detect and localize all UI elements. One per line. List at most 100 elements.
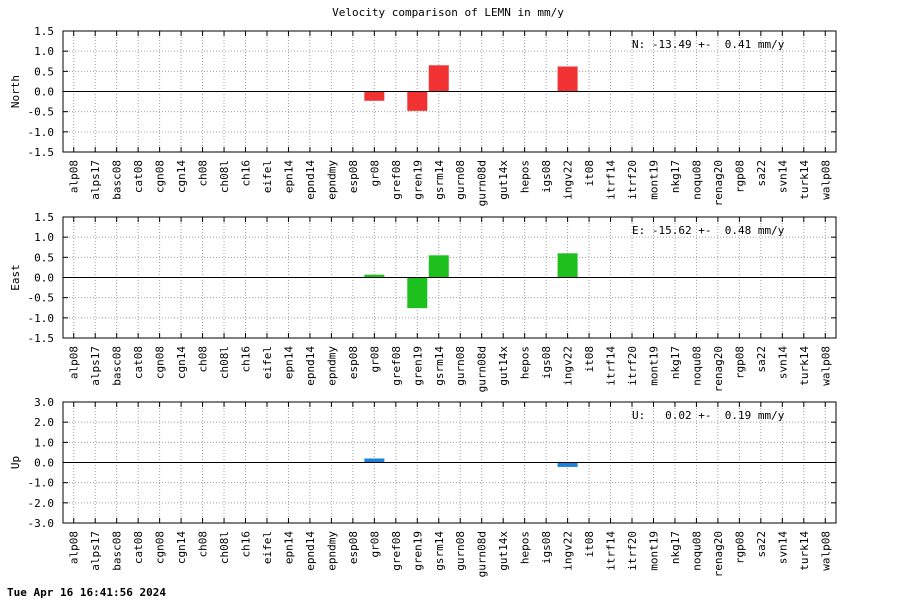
east-category-label: cgn14 — [175, 346, 188, 379]
north-category-label: esp08 — [347, 160, 360, 193]
east-category-label: nkg17 — [669, 346, 682, 379]
east-category-label: basc08 — [111, 346, 124, 386]
north-y-tick-label: 0.0 — [34, 86, 54, 99]
north-category-label: noqu08 — [690, 160, 703, 200]
north-bar-gren19 — [407, 91, 428, 111]
east-category-label: ch16 — [240, 346, 253, 373]
east-plot-frame — [62, 216, 837, 339]
east-category-label: turk14 — [798, 346, 811, 386]
north-category-label: ch08 — [197, 160, 210, 187]
north-category-label: cgn08 — [154, 160, 167, 193]
east-category-label: epndmy — [325, 346, 338, 386]
east-category-label: gurn08d — [476, 346, 489, 392]
north-category-label: igs08 — [540, 160, 553, 193]
east-category-label: ch08 — [197, 346, 210, 373]
east-category-label: alp08 — [68, 346, 81, 379]
east-category-label: it08 — [583, 346, 596, 373]
north-category-label: it08 — [583, 160, 596, 187]
east-y-tick-label: -1.0 — [28, 312, 55, 325]
north-stats-annotation: N: -13.49 +- 0.41 mm/y — [632, 38, 785, 51]
up-y-tick-label: 2.0 — [34, 416, 54, 429]
up-category-label: nkg17 — [669, 531, 682, 564]
up-category-label: noqu08 — [690, 531, 703, 571]
north-y-tick-label: 1.5 — [34, 25, 54, 38]
north-bar-ingv22 — [557, 66, 578, 92]
up-category-label: ingv22 — [562, 531, 575, 571]
east-category-label: ch08l — [218, 346, 231, 379]
north-category-label: gren19 — [411, 160, 424, 200]
up-plot-frame — [62, 401, 837, 524]
north-panel: 1.5 1.0 0.5 0.0 -0.5 -1.0 -1.5 North N: -13.49 +… — [9, 25, 837, 206]
east-category-label: itrf20 — [626, 346, 639, 386]
up-category-label: itrf14 — [605, 531, 618, 571]
up-category-label: gurn08 — [454, 531, 467, 571]
timestamp-footer: Tue Apr 16 16:41:56 2024 — [7, 586, 166, 599]
north-bar-gsrm14 — [428, 65, 449, 92]
east-category-label: gsrm14 — [433, 346, 446, 386]
north-bar-gr08 — [364, 91, 385, 101]
up-category-label: epnd14 — [304, 531, 317, 571]
up-category-label: hepos — [519, 531, 532, 564]
up-category-label: igs08 — [540, 531, 553, 564]
east-category-label: gut14x — [497, 346, 510, 386]
up-category-label: ch08 — [197, 531, 210, 558]
north-category-label: hepos — [519, 160, 532, 193]
up-y-tick-label: 1.0 — [34, 436, 54, 449]
north-category-label: gurn08 — [454, 160, 467, 200]
east-y-tick-label: 1.0 — [34, 231, 54, 244]
north-y-tick-label: -1.0 — [28, 126, 55, 139]
east-category-label: hepos — [519, 346, 532, 379]
up-bar-ingv22 — [557, 462, 578, 467]
east-category-label: noqu08 — [690, 346, 703, 386]
up-category-label: alp08 — [68, 531, 81, 564]
up-y-tick-label: 0.0 — [34, 457, 54, 470]
north-category-label: rgp08 — [733, 160, 746, 193]
up-category-label: gref08 — [390, 531, 403, 571]
east-category-label: eifel — [261, 346, 274, 379]
up-category-label: gurn08d — [476, 531, 489, 577]
north-y-tick-label: 1.0 — [34, 45, 54, 58]
east-y-tick-label: 1.5 — [34, 211, 54, 224]
north-category-label: cat08 — [132, 160, 145, 193]
east-category-label: itrf14 — [605, 346, 618, 386]
up-category-label: mont19 — [647, 531, 660, 571]
north-category-label: basc08 — [111, 160, 124, 200]
up-category-label: gut14x — [497, 531, 510, 571]
north-category-label: alps17 — [89, 160, 102, 200]
north-plot-frame — [62, 30, 837, 153]
up-category-label: cgn08 — [154, 531, 167, 564]
north-category-label: gref08 — [390, 160, 403, 200]
north-category-label: itrf14 — [605, 160, 618, 200]
east-category-label: epnd14 — [304, 346, 317, 386]
east-category-label: svn14 — [776, 346, 789, 379]
up-category-label: cgn14 — [175, 531, 188, 564]
north-y-tick-label: -1.5 — [28, 146, 55, 159]
up-category-label: itrf20 — [626, 531, 639, 571]
up-category-label: cat08 — [132, 531, 145, 564]
up-category-label: gsrm14 — [433, 531, 446, 571]
north-category-label: eifel — [261, 160, 274, 193]
up-category-label: sa22 — [755, 531, 768, 558]
north-category-label: sa22 — [755, 160, 768, 187]
east-bar-gsrm14 — [428, 255, 449, 278]
east-y-tick-label: 0.5 — [34, 251, 54, 264]
east-bar-gr08 — [364, 274, 385, 278]
east-category-label: sa22 — [755, 346, 768, 373]
up-stats-annotation: U: 0.02 +- 0.19 mm/y — [632, 409, 785, 422]
north-y-axis-label: North — [9, 75, 22, 108]
up-panel: 3.0 2.0 1.0 0.0 -1.0 -2.0 -3.0 Up U: 0.02 +- 0.1… — [9, 396, 837, 577]
up-y-tick-label: -3.0 — [28, 517, 55, 530]
east-category-label: rgp08 — [733, 346, 746, 379]
north-category-label: epndmy — [325, 160, 338, 200]
north-category-label: renag20 — [712, 160, 725, 206]
east-category-label: igs08 — [540, 346, 553, 379]
east-category-label: esp08 — [347, 346, 360, 379]
chart-title: Velocity comparison of LEMN in mm/y — [332, 6, 564, 19]
east-category-label: gurn08 — [454, 346, 467, 386]
north-y-tick-label: 0.5 — [34, 65, 54, 78]
east-category-label: alps17 — [89, 346, 102, 386]
north-category-label: gr08 — [368, 160, 381, 187]
north-category-label: epnd14 — [304, 160, 317, 200]
up-category-label: renag20 — [712, 531, 725, 577]
east-y-tick-label: -1.5 — [28, 332, 55, 345]
